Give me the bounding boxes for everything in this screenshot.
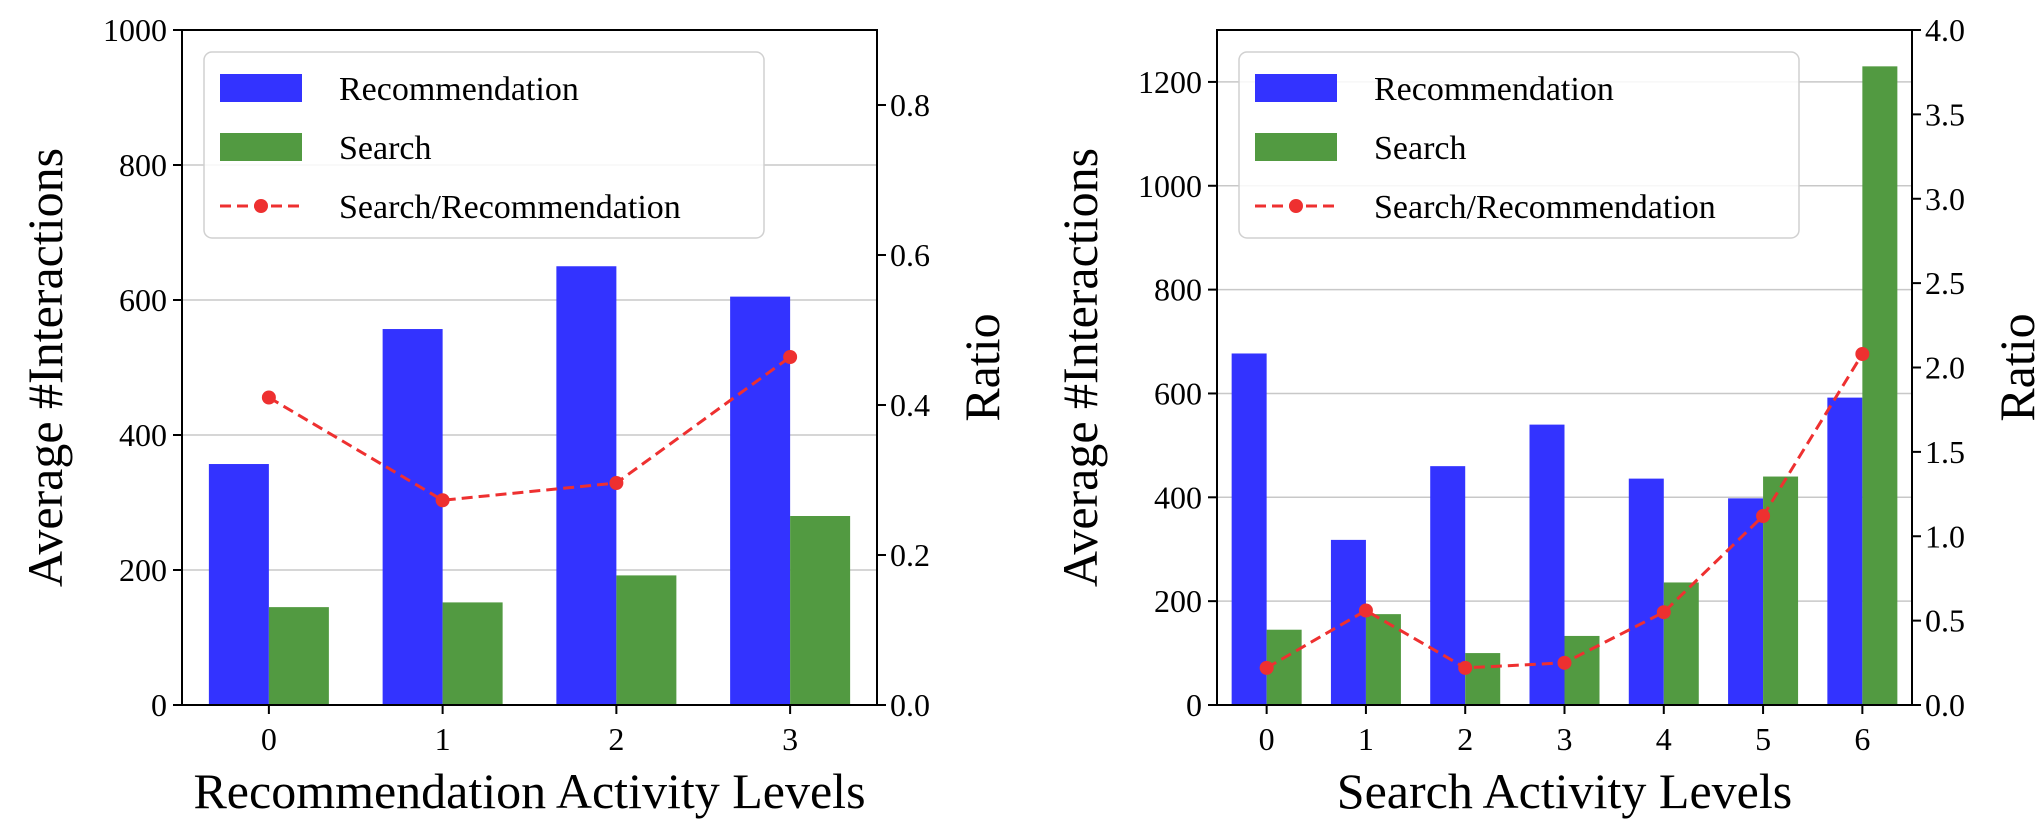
y-tick-label: 400 <box>1154 479 1202 515</box>
x-axis-title: Recommendation Activity Levels <box>193 763 865 819</box>
y-right-tick-label: 0.2 <box>890 537 930 573</box>
plot-frame <box>181 29 878 706</box>
legend-swatch <box>1255 74 1337 102</box>
ratio-point <box>783 350 798 364</box>
bar-recommendation <box>382 329 443 705</box>
ratio-point <box>1756 509 1771 523</box>
y-tick-label: 200 <box>119 552 167 588</box>
ratio-point <box>435 493 450 508</box>
legend-swatch <box>1255 133 1337 161</box>
x-tick-label: 2 <box>1457 721 1473 757</box>
ratio-point <box>1855 347 1870 361</box>
legend-label: Recommendation <box>1374 71 1614 108</box>
y-tick-label: 600 <box>119 282 167 318</box>
y-right-tick-label: 4.0 <box>1925 12 1965 48</box>
ratio-point <box>1259 660 1274 675</box>
x-tick-label: 0 <box>261 721 277 757</box>
y-right-tick-label: 0.5 <box>1925 603 1965 639</box>
y-tick-label: 1200 <box>1138 64 1202 100</box>
bar-search <box>1365 614 1401 705</box>
legend-label: Search <box>339 130 432 167</box>
chart-search-activity: 0 200 400 600 800 1000 1200 0.0 0.5 1.0 1.5 2.0 2.5 3… <box>1052 12 2040 819</box>
y-right-tick-label: 3.0 <box>1925 181 1965 217</box>
x-tick-label: 3 <box>1557 721 1573 757</box>
y-right-axis-title: Ratio <box>1989 313 2040 421</box>
y-right-tick-label: 1.0 <box>1925 518 1965 554</box>
ratio-point <box>609 476 624 490</box>
bar-recommendation <box>1529 424 1565 705</box>
y-right-axis-title: Ratio <box>954 313 1010 421</box>
bar-search <box>790 516 851 705</box>
y-right-tick-label: 0.0 <box>1925 687 1965 723</box>
ratio-point <box>261 390 276 405</box>
bar-search <box>1465 653 1501 705</box>
x-axis-title: Search Activity Levels <box>1337 763 1792 819</box>
x-tick-label: 3 <box>782 721 798 757</box>
legend-marker <box>254 199 268 213</box>
legend-swatch <box>220 74 302 102</box>
legend-label: Search/Recommendation <box>339 189 681 226</box>
legend-label: Recommendation <box>339 71 579 108</box>
legend-marker <box>1289 199 1303 213</box>
y-right-tick-label: 0.0 <box>890 687 930 723</box>
x-tick-label: 1 <box>1358 721 1374 757</box>
y-right-tick-label: 1.5 <box>1925 434 1965 470</box>
legend-box <box>1238 51 1800 239</box>
ratio-line <box>268 355 792 502</box>
bar-recommendation <box>1231 353 1267 705</box>
bar-search <box>268 607 329 705</box>
bar-search <box>616 575 677 705</box>
x-tick-label: 1 <box>435 721 451 757</box>
bar-search <box>442 602 503 705</box>
y-tick-label: 0 <box>1186 687 1202 723</box>
y-axis-title: Average #Interactions <box>17 148 73 587</box>
ratio-point <box>1557 655 1572 670</box>
y-right-tick-label: 0.8 <box>890 87 930 123</box>
x-tick-label: 6 <box>1854 721 1870 757</box>
bar-search <box>1763 476 1799 705</box>
y-tick-label: 1000 <box>1138 168 1202 204</box>
ratio-point <box>1656 605 1671 620</box>
ratio-point <box>1358 603 1373 618</box>
y-tick-label: 200 <box>1154 583 1202 619</box>
y-right-tick-label: 3.5 <box>1925 96 1965 132</box>
x-tick-label: 4 <box>1656 721 1672 757</box>
legend-box <box>203 51 765 239</box>
y-right-tick-label: 2.5 <box>1925 265 1965 301</box>
y-right-tick-label: 0.6 <box>890 237 930 273</box>
y-tick-label: 800 <box>1154 272 1202 308</box>
bar-recommendation <box>1628 478 1664 705</box>
bar-recommendation <box>1827 397 1863 705</box>
bar-recommendation <box>208 464 269 705</box>
bar-search <box>1862 66 1898 706</box>
legend-label: Search <box>1374 130 1467 167</box>
ratio-point <box>1458 660 1473 675</box>
y-tick-label: 800 <box>119 147 167 183</box>
bar-recommendation <box>1728 498 1764 705</box>
x-tick-label: 0 <box>1259 721 1275 757</box>
x-tick-label: 2 <box>608 721 624 757</box>
legend-swatch <box>220 133 302 161</box>
legend-label: Search/Recommendation <box>1374 189 1716 226</box>
y-right-tick-label: 2.0 <box>1925 350 1965 386</box>
bar-recommendation <box>1330 539 1366 705</box>
x-tick-label: 5 <box>1755 721 1771 757</box>
y-tick-label: 0 <box>151 687 167 723</box>
y-right-tick-label: 0.4 <box>890 387 930 423</box>
chart-recommendation-activity: 0 200 400 600 800 1000 0.0 0.2 0.4 0.6 0.8 0 1 2 3 Reco… <box>17 12 1010 819</box>
y-tick-label: 400 <box>119 417 167 453</box>
y-tick-label: 600 <box>1154 375 1202 411</box>
bar-search <box>1663 582 1699 705</box>
y-axis-title: Average #Interactions <box>1052 148 1108 587</box>
bar-recommendation <box>730 296 791 705</box>
y-tick-label: 1000 <box>103 12 167 48</box>
